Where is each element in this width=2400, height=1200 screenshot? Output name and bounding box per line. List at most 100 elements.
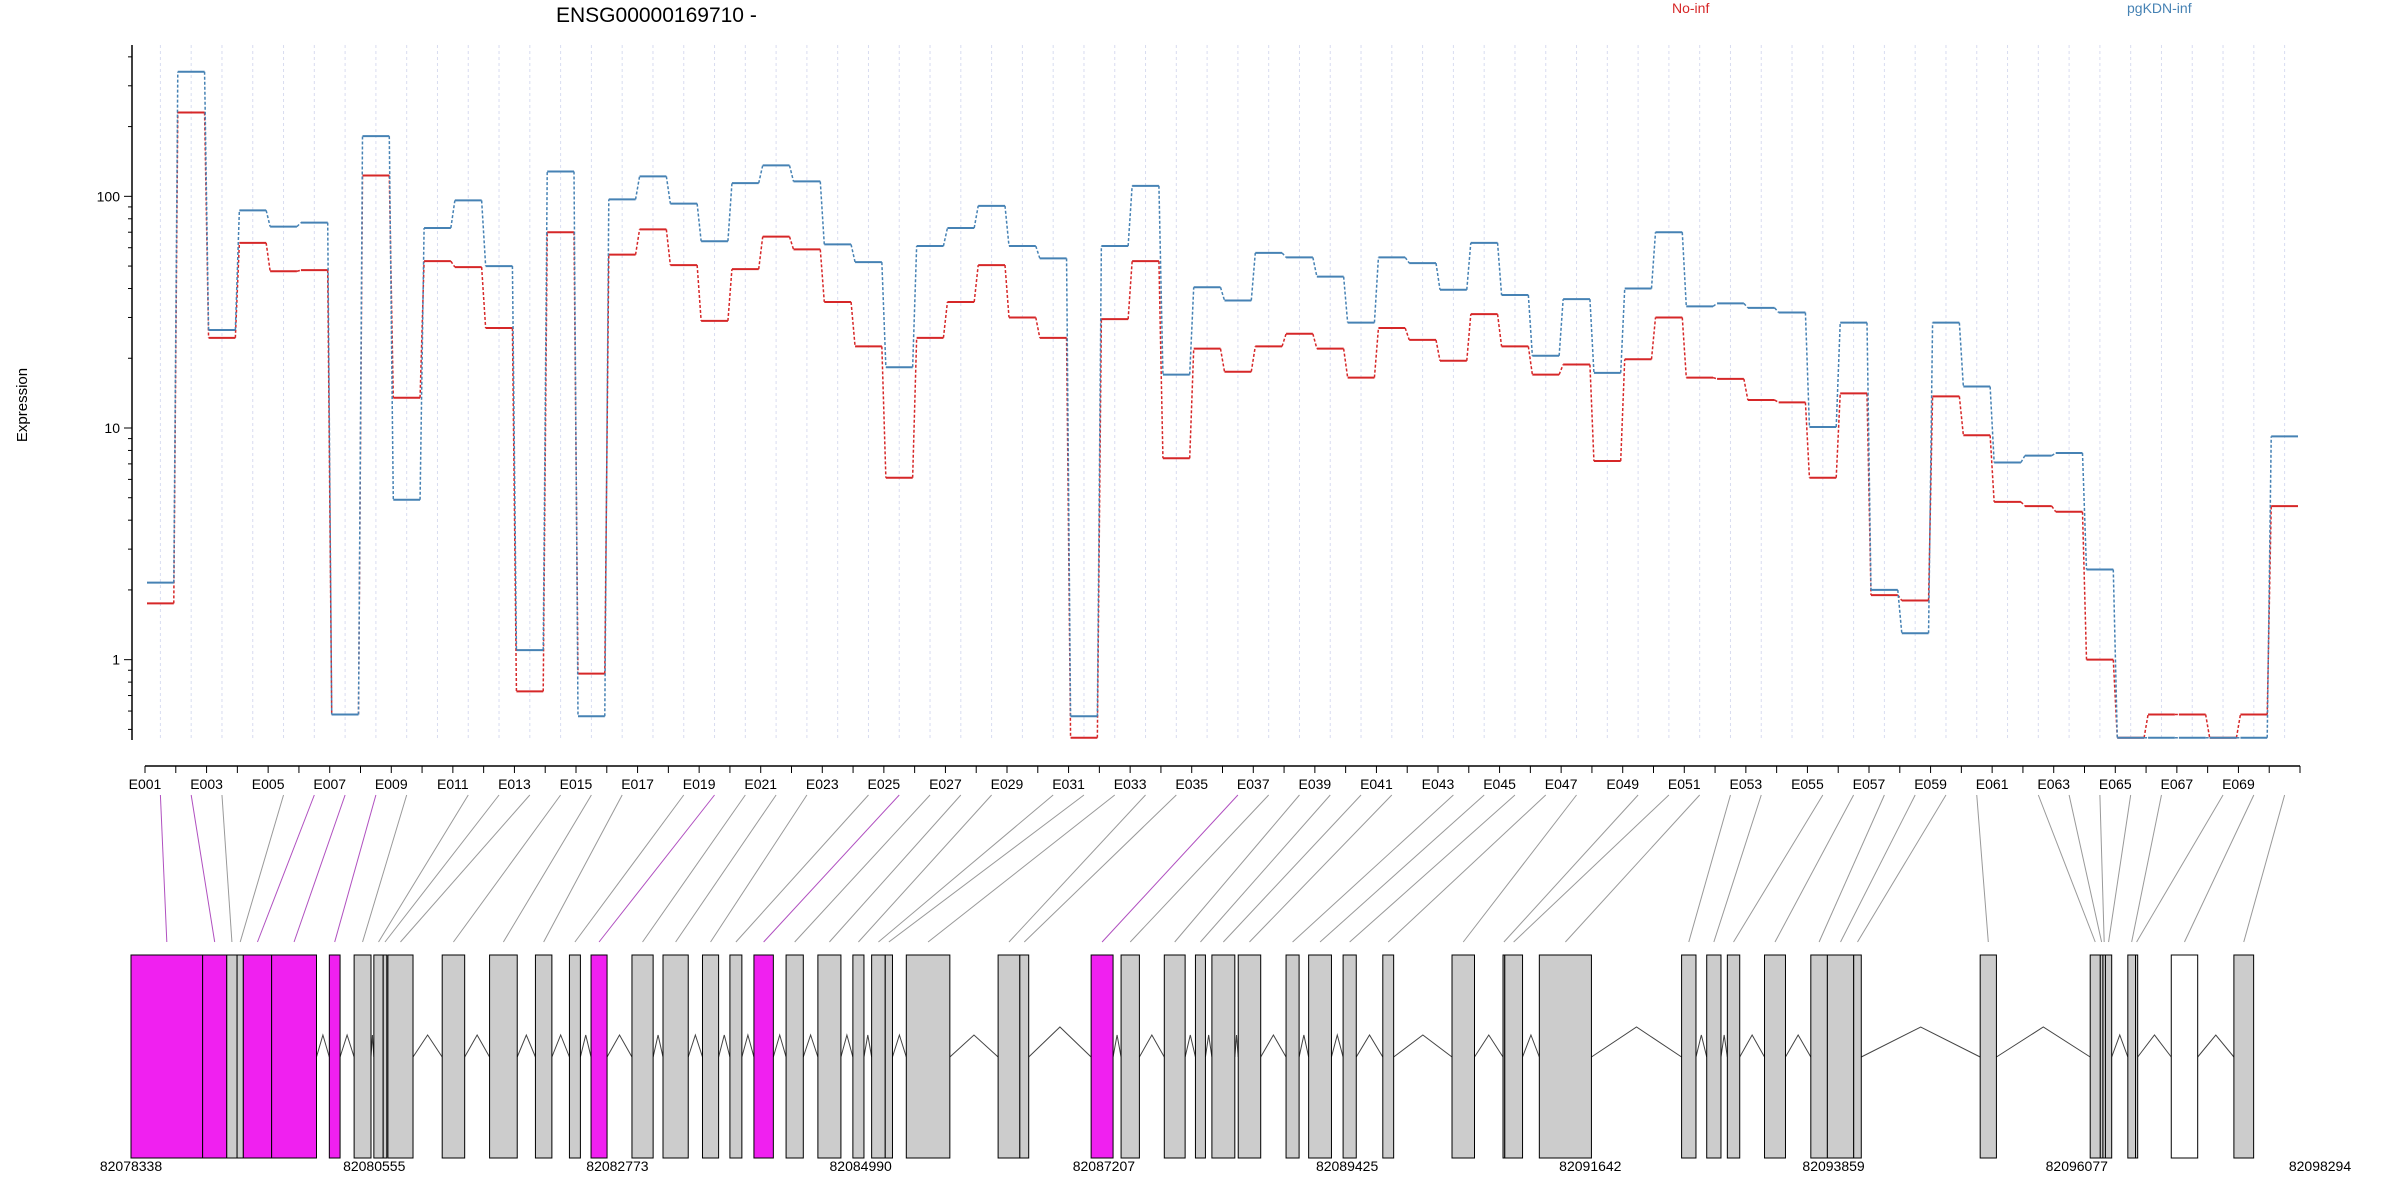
series-step [1404,256,1410,264]
exon-connector [598,794,715,943]
series-step [1804,312,1811,428]
exon-connector [2131,794,2162,943]
series-step [1404,327,1410,341]
exon-connector [1249,794,1393,943]
series-step [2143,714,2149,738]
series-layer [147,70,2298,739]
intron-line [863,1034,873,1058]
x-tick-label: E015 [560,776,593,792]
intron-line [1138,1033,1165,1058]
series-step [1558,364,1564,375]
series-step [788,236,795,250]
series-step [1219,348,1226,372]
exon-connector [257,794,315,943]
exon-connector [2136,794,2224,943]
exon-box [353,954,372,1159]
x-tick-label: E067 [2161,776,2194,792]
series-step [757,236,764,270]
intron-line [1522,1033,1540,1058]
series-step [1558,299,1564,356]
exon-connector [1840,794,1916,943]
intron-line [1996,1026,2091,1058]
exon-box [534,954,553,1159]
series-step [1712,376,1718,380]
exon-connector [1774,794,1855,943]
x-tick-label: E057 [1853,776,1886,792]
series-step [1342,348,1349,378]
intron-line [551,1033,570,1058]
series-step [1496,314,1503,347]
exon-box [1090,954,1114,1159]
x-tick-label: E049 [1606,776,1639,792]
series-step [1281,252,1287,258]
exon-connector [1319,794,1485,943]
intron-line [579,1034,592,1058]
exon-box [2127,954,2136,1159]
exon-box [785,954,804,1159]
exon-box [701,954,720,1159]
series-step [819,249,826,303]
exon-box [387,954,414,1159]
exon-connector [502,794,592,943]
exon-box [1538,954,1592,1159]
exon-box [1382,954,1395,1159]
exon-connector [1857,794,1947,943]
x-tick-label: E051 [1668,776,1701,792]
series-step [757,165,764,184]
chart-title: ENSG00000169710 - [556,4,757,27]
series-step [696,265,702,321]
series-step [1897,589,1903,634]
series-step [357,136,364,715]
intron-line [949,1034,999,1058]
intron-line [1234,1034,1239,1058]
series-step [296,269,302,272]
series-step [1619,359,1626,462]
series-step [1127,185,1133,247]
series-step [819,181,826,245]
exon-box [905,954,951,1159]
exon-connector [293,794,346,943]
x-tick-label: E039 [1299,776,1332,792]
intron-line [1260,1033,1287,1058]
series-step [1958,322,1965,387]
intron-line [741,1033,755,1058]
series-step [1712,302,1718,307]
exon-connector [763,794,900,943]
x-tick-label: E023 [806,776,839,792]
exon-box [662,954,689,1159]
series-step [2020,455,2026,463]
x-tick-label: E031 [1052,776,1085,792]
series-step [296,222,302,228]
exon-connector [543,794,623,943]
intron-line [1474,1034,1504,1058]
intron-line [1393,1034,1453,1058]
exon-box [1504,954,1524,1159]
exon-connector [159,794,168,943]
series-step [2266,436,2272,738]
series-step [881,346,887,478]
series-step [973,205,979,229]
series-step [727,183,733,242]
series-step [1496,242,1503,296]
genomic-coordinate-label: 82096077 [2046,1158,2109,1174]
intron-line [1184,1034,1196,1058]
intron-line [2111,1033,2129,1058]
exon-box [884,954,893,1159]
x-tick-label: E019 [683,776,716,792]
exon-box [2089,954,2101,1159]
exon-box [871,954,886,1159]
series-step [573,171,579,717]
series-pgkdn-inf [147,70,2298,739]
series-step [696,203,702,242]
exon-box [1853,954,1862,1159]
intron-line [1591,1026,1682,1058]
series-step [2112,569,2119,738]
series-step [911,337,918,478]
exon-box [1211,954,1236,1159]
x-tick-label: E041 [1360,776,1393,792]
x-tick-label: E043 [1422,776,1455,792]
y-tick-label: 1 [112,652,120,668]
exon-box [489,954,518,1159]
exon-connector [362,794,408,943]
